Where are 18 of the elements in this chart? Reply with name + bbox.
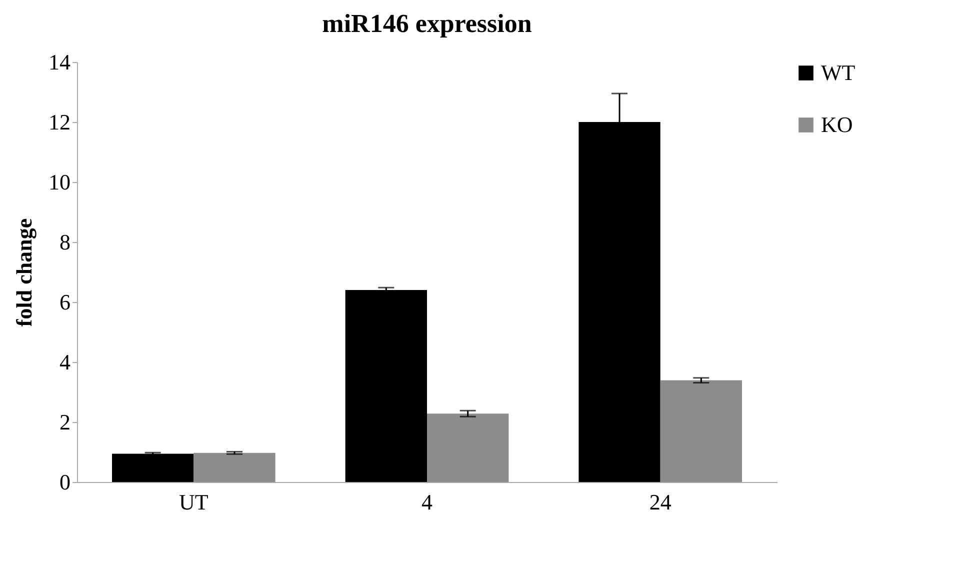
- y-tick-label: 2: [60, 410, 70, 434]
- legend-label: WT: [821, 60, 856, 85]
- bar: [660, 380, 742, 482]
- y-tick-label: 6: [60, 290, 70, 314]
- y-tick-label: 10: [48, 170, 70, 194]
- x-tick-label: UT: [179, 490, 209, 514]
- y-tick-label: 12: [48, 110, 70, 134]
- y-tick-label: 0: [60, 470, 70, 494]
- bar: [427, 414, 509, 482]
- legend-label: KO: [821, 112, 853, 137]
- y-tick-label: 4: [60, 350, 70, 374]
- y-axis-title: fold change: [12, 218, 36, 327]
- bar: [194, 452, 276, 482]
- y-tick-label: 14: [48, 50, 70, 74]
- x-tick-label: 24: [649, 490, 672, 514]
- chart-title: miR146 expression: [322, 9, 532, 38]
- x-tick-label: 4: [422, 490, 432, 514]
- y-tick-label: 8: [60, 230, 70, 254]
